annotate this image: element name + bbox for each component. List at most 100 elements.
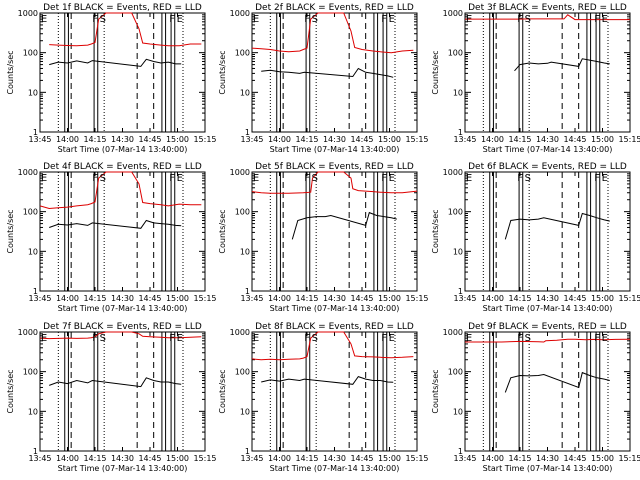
y-tick-label: 100 xyxy=(235,368,250,377)
x-tick-label: 14:15 xyxy=(508,454,531,463)
x-tick-label: 14:30 xyxy=(536,294,559,303)
y-tick-label: 1000 xyxy=(230,168,250,177)
x-tick-label: 13:45 xyxy=(240,294,263,303)
y-tick-label: 1000 xyxy=(443,9,463,18)
x-tick-label: 14:45 xyxy=(350,135,373,144)
y-tick-label: 1 xyxy=(458,447,463,456)
x-tick-label: 14:45 xyxy=(563,135,586,144)
x-tick-label: 14:00 xyxy=(268,454,291,463)
time-marker-label: F xyxy=(304,333,310,344)
detector-panel: Det 5f BLACK = Events, RED = LLD Counts/s… xyxy=(218,162,429,313)
time-marker-label: E xyxy=(41,173,47,184)
time-marker-label: E xyxy=(466,173,472,184)
x-tick-label: 14:15 xyxy=(295,454,318,463)
y-tick-label: 100 xyxy=(23,49,38,58)
x-tick-label: 15:00 xyxy=(591,294,614,303)
x-tick-label: 14:45 xyxy=(563,294,586,303)
events-series-line xyxy=(261,376,394,385)
x-tick-label: 15:15 xyxy=(405,454,428,463)
x-tick-label: 14:45 xyxy=(563,454,586,463)
y-axis-label: Counts/sec xyxy=(218,369,227,413)
time-marker-label: S xyxy=(525,14,531,25)
time-marker-label: E xyxy=(602,333,608,344)
time-marker-label: E xyxy=(177,173,183,184)
x-tick-label: 14:30 xyxy=(536,135,559,144)
x-tick-label: 14:45 xyxy=(350,454,373,463)
panel-title: Det 1f BLACK = Events, RED = LLD xyxy=(43,3,202,13)
x-axis-label: Start Time (07-Mar-14 13:40:00) xyxy=(270,464,400,473)
x-tick-label: 15:15 xyxy=(618,294,640,303)
y-tick-label: 100 xyxy=(448,368,463,377)
x-tick-label: 14:15 xyxy=(83,454,106,463)
x-tick-label: 15:00 xyxy=(166,454,189,463)
x-tick-label: 14:45 xyxy=(138,135,161,144)
time-marker-label: E xyxy=(389,14,395,25)
x-tick-label: 15:15 xyxy=(618,135,640,144)
time-marker-label: F xyxy=(92,333,98,344)
time-marker-label: S xyxy=(100,333,106,344)
time-marker-label: E xyxy=(253,14,259,25)
x-tick-label: 14:30 xyxy=(111,294,134,303)
x-tick-label: 13:45 xyxy=(28,454,51,463)
y-tick-label: 1 xyxy=(33,287,38,296)
y-tick-label: 1 xyxy=(458,128,463,137)
events-series-line xyxy=(261,67,394,78)
y-tick-label: 100 xyxy=(23,368,38,377)
panel-title: Det 9f BLACK = Events, RED = LLD xyxy=(468,322,627,332)
x-axis-label: Start Time (07-Mar-14 13:40:00) xyxy=(270,145,400,154)
x-tick-label: 13:45 xyxy=(453,454,476,463)
time-marker-label: S xyxy=(312,173,318,184)
x-tick-label: 13:45 xyxy=(240,135,263,144)
x-tick-label: 14:30 xyxy=(323,454,346,463)
time-marker-label: F xyxy=(92,14,98,25)
x-tick-label: 14:00 xyxy=(56,135,79,144)
detector-panel: Det 4f BLACK = Events, RED = LLD Counts/s… xyxy=(6,162,217,313)
time-marker-label: E xyxy=(253,173,259,184)
detector-panel: Det 3f BLACK = Events, RED = LLD Counts/s… xyxy=(431,3,640,154)
x-tick-label: 15:15 xyxy=(193,135,216,144)
panel-title: Det 6f BLACK = Events, RED = LLD xyxy=(468,162,627,172)
time-marker-label: S xyxy=(525,333,531,344)
x-tick-label: 14:00 xyxy=(481,454,504,463)
time-marker-label: F xyxy=(594,173,600,184)
y-tick-label: 10 xyxy=(28,247,38,256)
x-axis-label: Start Time (07-Mar-14 13:40:00) xyxy=(58,145,188,154)
x-tick-label: 13:45 xyxy=(28,294,51,303)
panel-title: Det 7f BLACK = Events, RED = LLD xyxy=(43,322,202,332)
x-tick-label: 14:30 xyxy=(111,135,134,144)
x-tick-label: 14:00 xyxy=(56,294,79,303)
time-marker-label: F xyxy=(594,14,600,25)
time-marker-label: F xyxy=(169,14,175,25)
y-tick-label: 1000 xyxy=(18,328,38,337)
y-tick-label: 10 xyxy=(453,407,463,416)
x-tick-label: 14:45 xyxy=(138,454,161,463)
x-axis-label: Start Time (07-Mar-14 13:40:00) xyxy=(483,304,613,313)
x-tick-label: 15:00 xyxy=(591,454,614,463)
time-marker-label: F xyxy=(517,333,523,344)
time-marker-label: F xyxy=(304,14,310,25)
y-axis-label: Counts/sec xyxy=(6,209,15,253)
time-marker-label: E xyxy=(602,14,608,25)
x-axis-label: Start Time (07-Mar-14 13:40:00) xyxy=(483,464,613,473)
detector-panel: Det 7f BLACK = Events, RED = LLD Counts/s… xyxy=(6,322,217,473)
x-tick-label: 14:15 xyxy=(83,294,106,303)
lld-series-line xyxy=(465,338,631,343)
y-tick-label: 1 xyxy=(33,128,38,137)
x-tick-label: 15:15 xyxy=(405,294,428,303)
y-axis-label: Counts/sec xyxy=(6,50,15,94)
time-marker-label: S xyxy=(100,173,106,184)
panel-title: Det 3f BLACK = Events, RED = LLD xyxy=(468,3,627,13)
events-series-line xyxy=(504,371,610,393)
x-tick-label: 15:15 xyxy=(193,294,216,303)
y-tick-label: 1000 xyxy=(18,9,38,18)
x-tick-label: 14:00 xyxy=(268,135,291,144)
x-tick-label: 14:15 xyxy=(508,135,531,144)
time-marker-label: E xyxy=(466,333,472,344)
panel-title: Det 8f BLACK = Events, RED = LLD xyxy=(255,322,414,332)
x-tick-label: 14:15 xyxy=(295,294,318,303)
y-tick-label: 1000 xyxy=(443,328,463,337)
x-tick-label: 14:45 xyxy=(138,294,161,303)
time-marker-label: E xyxy=(389,333,395,344)
lld-series-line xyxy=(465,14,630,21)
panel-title: Det 4f BLACK = Events, RED = LLD xyxy=(43,162,202,172)
